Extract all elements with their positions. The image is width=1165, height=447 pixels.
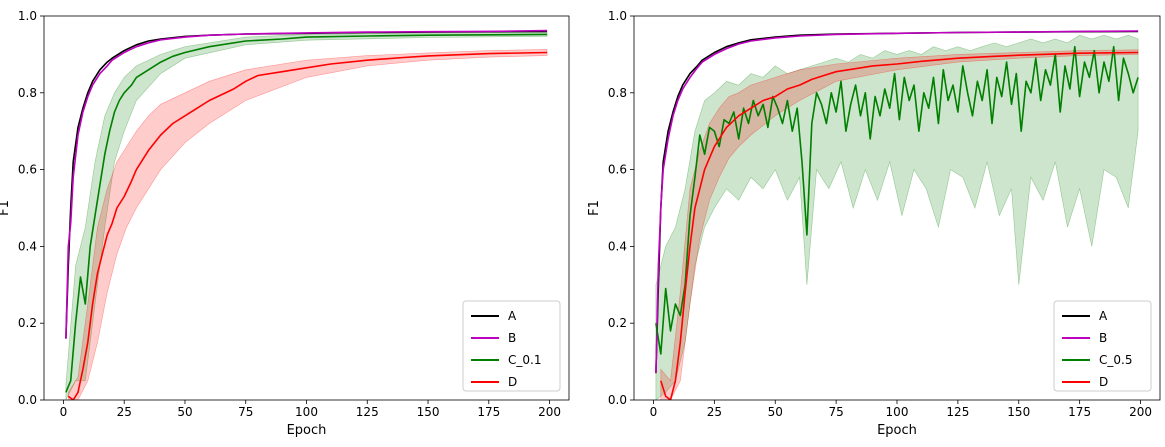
y-tick-label: 0.4 bbox=[608, 239, 627, 253]
y-tick-label: 0.6 bbox=[18, 163, 37, 177]
y-axis-label: F1 bbox=[0, 200, 12, 216]
series-line-B bbox=[65, 29, 548, 339]
chart-panel-2: 0 25 50 75 100 125 150 175 200 0.0 0.2 0.4 0.6 0.8 1.0… bbox=[587, 9, 1161, 438]
series-line-B bbox=[655, 30, 1139, 374]
series-line-C_0.5 bbox=[655, 45, 1139, 355]
x-tick-label: 25 bbox=[707, 405, 722, 419]
band-D bbox=[68, 49, 548, 400]
legend-label: D bbox=[508, 375, 517, 389]
series-line-D bbox=[660, 51, 1139, 400]
legend-label: D bbox=[1099, 375, 1108, 389]
y-tick-label: 0.0 bbox=[608, 393, 627, 407]
x-tick-label: 175 bbox=[477, 405, 500, 419]
chart-panel-1: 0 25 50 75 100 125 150 175 200 0.0 0.2 0.4 0.6 0.8 1.0… bbox=[0, 9, 570, 438]
x-tick-label: 200 bbox=[1129, 405, 1152, 419]
y-tick-label: 0.8 bbox=[18, 86, 37, 100]
y-tick-label: 0.4 bbox=[18, 239, 37, 253]
y-tick-label: 0.8 bbox=[608, 86, 627, 100]
x-tick-label: 150 bbox=[417, 405, 440, 419]
legend-box bbox=[462, 300, 561, 392]
x-tick-label: 0 bbox=[60, 405, 68, 419]
legend-label: C_0.1 bbox=[508, 353, 541, 367]
x-tick-label: 100 bbox=[295, 405, 318, 419]
y-axis-label: F1 bbox=[587, 200, 602, 216]
x-tick-label: 125 bbox=[356, 405, 379, 419]
y-tick-label: 1.0 bbox=[608, 9, 627, 23]
legend-label: A bbox=[1099, 309, 1108, 323]
x-tick-label: 50 bbox=[768, 405, 783, 419]
x-tick-label: 50 bbox=[177, 405, 192, 419]
legend: AB C_0.1 D bbox=[462, 300, 561, 392]
x-tick-label: 175 bbox=[1068, 405, 1091, 419]
x-tick-label: 0 bbox=[650, 405, 658, 419]
x-axis-label: Epoch bbox=[877, 423, 917, 438]
y-tick-label: 1.0 bbox=[18, 9, 37, 23]
plot-area bbox=[65, 29, 548, 400]
y-tick-label: 0.6 bbox=[608, 163, 627, 177]
x-tick-label: 150 bbox=[1007, 405, 1030, 419]
legend-box bbox=[1053, 300, 1152, 392]
y-tick-label: 0.2 bbox=[608, 316, 627, 330]
y-tick-label: 0.0 bbox=[18, 393, 37, 407]
legend-label: A bbox=[508, 309, 517, 323]
legend-label: C_0.5 bbox=[1099, 353, 1132, 367]
series-line-C_0.1 bbox=[65, 33, 548, 393]
band-C_0.5 bbox=[655, 34, 1139, 400]
y-tick-label: 0.2 bbox=[18, 316, 37, 330]
series-line-D bbox=[67, 51, 548, 400]
legend-label: B bbox=[508, 331, 516, 345]
legend-label: B bbox=[1099, 331, 1107, 345]
x-axis-label: Epoch bbox=[287, 423, 327, 438]
legend: AB C_0.5 D bbox=[1053, 300, 1152, 392]
x-tick-label: 75 bbox=[828, 405, 843, 419]
x-tick-label: 125 bbox=[946, 405, 969, 419]
x-tick-label: 100 bbox=[886, 405, 909, 419]
x-tick-label: 25 bbox=[117, 405, 132, 419]
x-tick-label: 75 bbox=[238, 405, 253, 419]
plot-area bbox=[655, 30, 1139, 400]
band-C_0.1 bbox=[65, 32, 548, 400]
x-tick-label: 200 bbox=[538, 405, 561, 419]
band-D bbox=[660, 49, 1139, 400]
